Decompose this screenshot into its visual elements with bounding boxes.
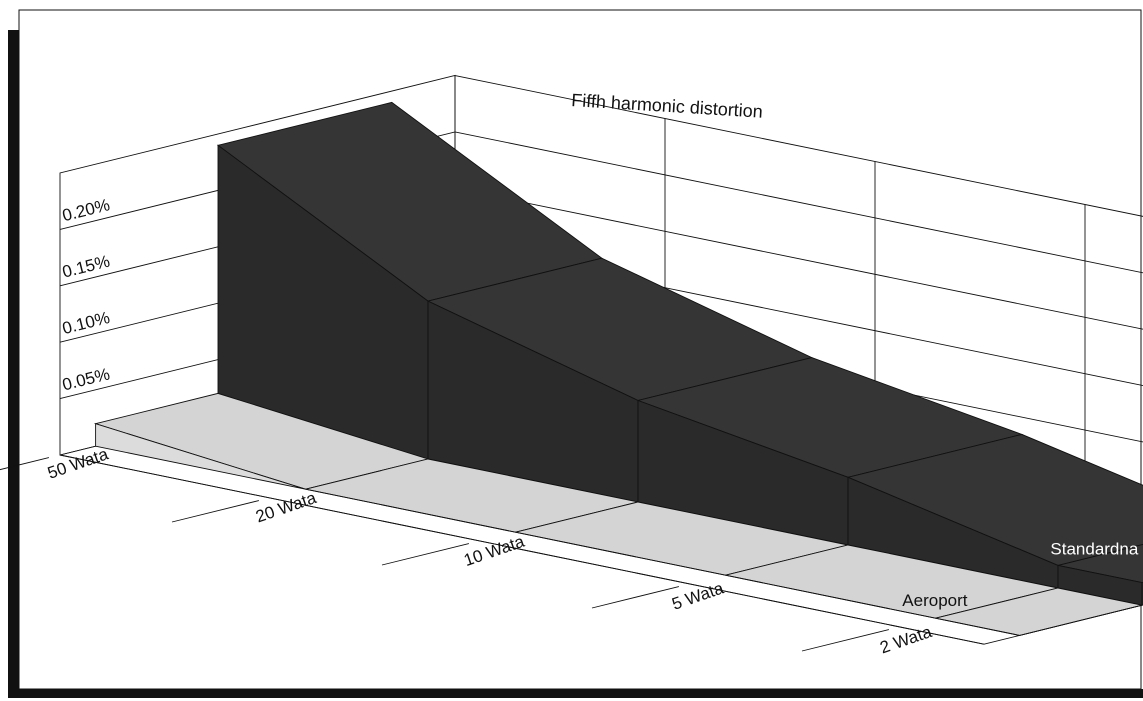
series-end-face xyxy=(1019,604,1143,636)
x-tick xyxy=(0,457,50,471)
x-tick xyxy=(801,629,890,652)
frame-shadow-left xyxy=(8,30,19,695)
x-tick xyxy=(591,586,680,609)
series-label: Standardna tuba xyxy=(1050,540,1143,559)
plot-area: Standardna tubaAeroport0.05%0.10%0.15%0.… xyxy=(0,74,1143,657)
x-axis-line xyxy=(59,454,985,645)
x-tick xyxy=(171,500,260,523)
x-tick xyxy=(381,543,470,566)
gridline-y xyxy=(59,131,1143,274)
series-front-face xyxy=(95,423,306,490)
frame-shadow-bottom xyxy=(8,689,1143,698)
series-label: Aeroport xyxy=(902,591,967,610)
